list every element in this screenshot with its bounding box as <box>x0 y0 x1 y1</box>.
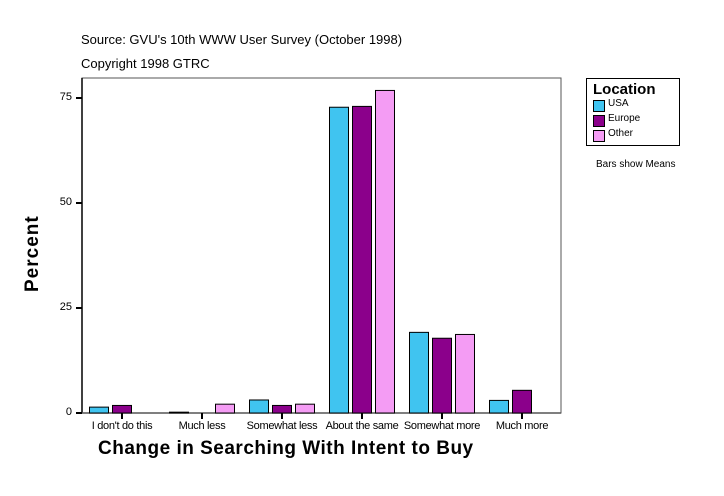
bar-europe <box>272 404 292 414</box>
source-line: Source: GVU's 10th WWW User Survey (Octo… <box>81 32 403 47</box>
legend-swatch <box>593 130 605 142</box>
x-tick-label: I don't do this <box>91 420 153 432</box>
bar-usa <box>409 331 429 414</box>
y-tick-label: 0 <box>65 406 72 418</box>
y-tick-label: 75 <box>59 91 72 103</box>
bar-europe <box>432 337 452 414</box>
legend: Location USA Europe Other <box>586 78 680 146</box>
legend-label: Europe <box>608 113 641 124</box>
bar-europe <box>512 389 532 414</box>
bar-usa <box>169 411 189 414</box>
bar-usa <box>249 399 269 414</box>
x-tick-label: Much less <box>178 420 226 432</box>
x-tick-label: Much more <box>495 420 549 432</box>
bar-europe <box>112 404 132 414</box>
legend-swatch <box>593 100 605 112</box>
bar-other <box>295 403 315 414</box>
bars-note: Bars show Means <box>596 159 676 170</box>
bar-other <box>375 89 395 414</box>
x-tick-label: Somewhat less <box>246 420 318 432</box>
x-tick-label: About the same <box>325 420 399 432</box>
legend-label: Other <box>608 128 634 139</box>
y-tick-label: 50 <box>59 196 72 208</box>
bar-other <box>455 333 475 414</box>
x-tick-label: Somewhat more <box>403 420 481 432</box>
legend-swatch <box>593 115 605 127</box>
y-tick-label: 25 <box>59 301 72 313</box>
bar-usa <box>89 406 109 414</box>
bar-europe <box>352 105 372 414</box>
legend-title: Location <box>593 81 656 98</box>
bar-usa <box>489 399 509 414</box>
copyright-line: Copyright 1998 GTRC <box>81 56 210 71</box>
bar-usa <box>329 106 349 414</box>
x-axis-label: Change in Searching With Intent to Buy <box>98 438 474 459</box>
legend-label: USA <box>608 98 629 109</box>
plot-frame <box>81 77 562 414</box>
bar-other <box>215 403 235 414</box>
